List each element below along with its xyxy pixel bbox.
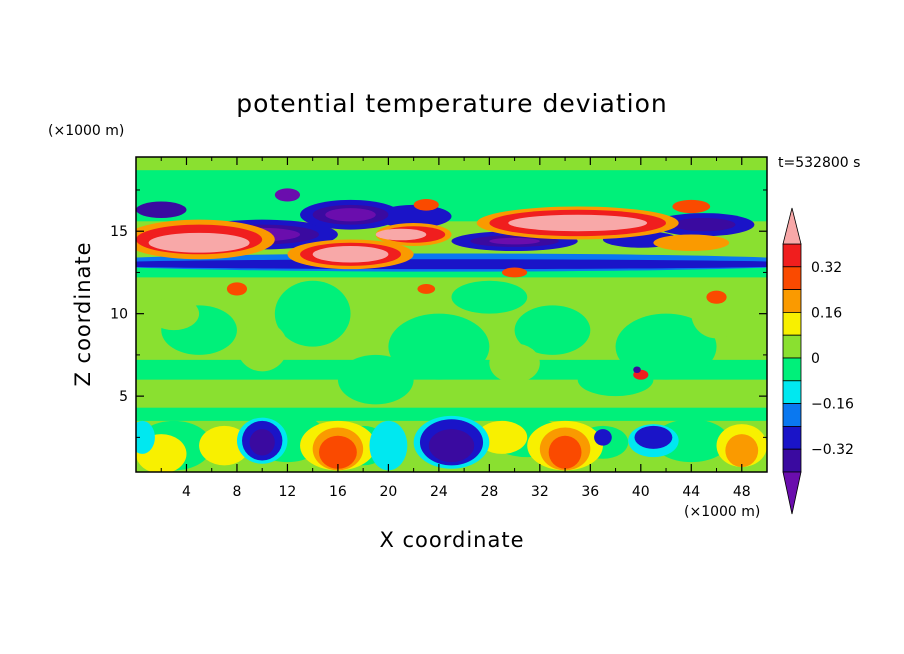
negative-peak bbox=[136, 201, 187, 219]
x-tick-label: 40 bbox=[632, 484, 650, 500]
x-tick-label: 36 bbox=[581, 484, 599, 500]
green-patch bbox=[577, 363, 654, 397]
surface-cold bbox=[594, 429, 612, 446]
y-axis-title: Z coordinate bbox=[71, 241, 95, 386]
x-tick-label: 28 bbox=[480, 484, 498, 500]
field-blobs bbox=[136, 170, 767, 472]
surface-cool bbox=[136, 420, 155, 454]
colorbar-extend-max bbox=[782, 207, 802, 245]
x-tick-label: 12 bbox=[279, 484, 297, 500]
positive-max bbox=[148, 232, 250, 253]
negative-peak bbox=[672, 218, 736, 232]
positive-spot bbox=[413, 199, 439, 211]
colorbar-tick-label: −0.32 bbox=[811, 442, 854, 458]
x-tick-label: 4 bbox=[182, 484, 191, 500]
y-tick-label: 5 bbox=[119, 389, 128, 405]
y-tick-label: 10 bbox=[110, 307, 128, 323]
x-tick-label: 44 bbox=[682, 484, 700, 500]
negative-core bbox=[375, 204, 452, 228]
contour-band bbox=[136, 170, 767, 222]
y-axis-unit: (×1000 m) bbox=[48, 123, 124, 139]
positive-max bbox=[312, 246, 389, 263]
x-axis-unit: (×1000 m) bbox=[684, 504, 760, 520]
x-axis-ticks: 4 8 12 16 20 24 28 32 36 40 44 48 bbox=[160, 157, 751, 500]
x-tick-label: 8 bbox=[232, 484, 241, 500]
colorbar: 0.32 0.16 0 −0.16 −0.32 bbox=[782, 207, 854, 515]
negative-max bbox=[325, 208, 376, 222]
positive-spot bbox=[417, 283, 436, 294]
lightgreen-patch bbox=[236, 321, 288, 372]
x-tick-label: 24 bbox=[430, 484, 448, 500]
negative-max bbox=[274, 188, 301, 202]
surface-hot bbox=[548, 435, 582, 469]
contour-field bbox=[136, 157, 767, 472]
colorbar-extend-min bbox=[782, 471, 802, 515]
time-label: t=532800 s bbox=[778, 155, 860, 171]
positive-spot bbox=[672, 199, 711, 214]
x-tick-label: 48 bbox=[733, 484, 751, 500]
colorbar-bin bbox=[782, 243, 802, 268]
green-patch bbox=[615, 313, 717, 380]
positive-spot bbox=[706, 290, 727, 304]
colorbar-bin bbox=[782, 380, 802, 404]
chart-title: potential temperature deviation bbox=[236, 89, 667, 118]
lightgreen-patch bbox=[489, 343, 540, 383]
colorbar-tick-label: 0 bbox=[811, 351, 820, 367]
colorbar-bin bbox=[782, 311, 802, 336]
positive-max bbox=[375, 228, 427, 241]
x-axis-title: X coordinate bbox=[379, 528, 524, 552]
y-tick-label: 15 bbox=[110, 224, 128, 240]
colorbar-bin bbox=[782, 266, 802, 290]
isolated-cold bbox=[633, 366, 641, 374]
surface-warm bbox=[476, 420, 528, 454]
plot-frame bbox=[135, 156, 768, 473]
darkblue-band bbox=[136, 259, 767, 270]
surface-cold bbox=[634, 425, 673, 449]
colorbar-tick-label: 0.16 bbox=[811, 305, 842, 321]
surface-coldest bbox=[249, 429, 275, 456]
y-axis-ticks: 5 10 15 bbox=[110, 189, 767, 438]
colorbar-bin bbox=[782, 357, 802, 382]
negative-max bbox=[489, 237, 540, 245]
positive-spot bbox=[226, 282, 248, 296]
colorbar-tick-label: 0.32 bbox=[811, 260, 842, 276]
colorbar-bin bbox=[782, 448, 802, 473]
colorbar-bin bbox=[782, 425, 802, 450]
colorbar-tick-label: −0.16 bbox=[811, 397, 854, 413]
colorbar-bin bbox=[782, 289, 802, 313]
positive-max bbox=[508, 214, 648, 232]
colorbar-bin bbox=[782, 403, 802, 427]
positive-spot bbox=[501, 267, 528, 278]
surface-warm bbox=[199, 425, 250, 466]
positive-core bbox=[653, 234, 730, 252]
green-patch bbox=[388, 313, 490, 380]
x-tick-label: 32 bbox=[531, 484, 549, 500]
surface-cool bbox=[369, 420, 408, 471]
x-tick-label: 20 bbox=[379, 484, 397, 500]
surface-warmer bbox=[725, 434, 759, 468]
colorbar-bin bbox=[782, 334, 802, 359]
x-tick-label: 16 bbox=[329, 484, 347, 500]
green-patch bbox=[337, 354, 414, 405]
green-patch bbox=[274, 280, 351, 347]
green-patch bbox=[514, 305, 591, 355]
lightgreen-patch bbox=[691, 288, 742, 339]
surface-coldest bbox=[428, 429, 475, 463]
lightgreen-patch bbox=[148, 297, 200, 331]
surface-hot bbox=[318, 435, 357, 469]
green-patch bbox=[451, 280, 528, 314]
